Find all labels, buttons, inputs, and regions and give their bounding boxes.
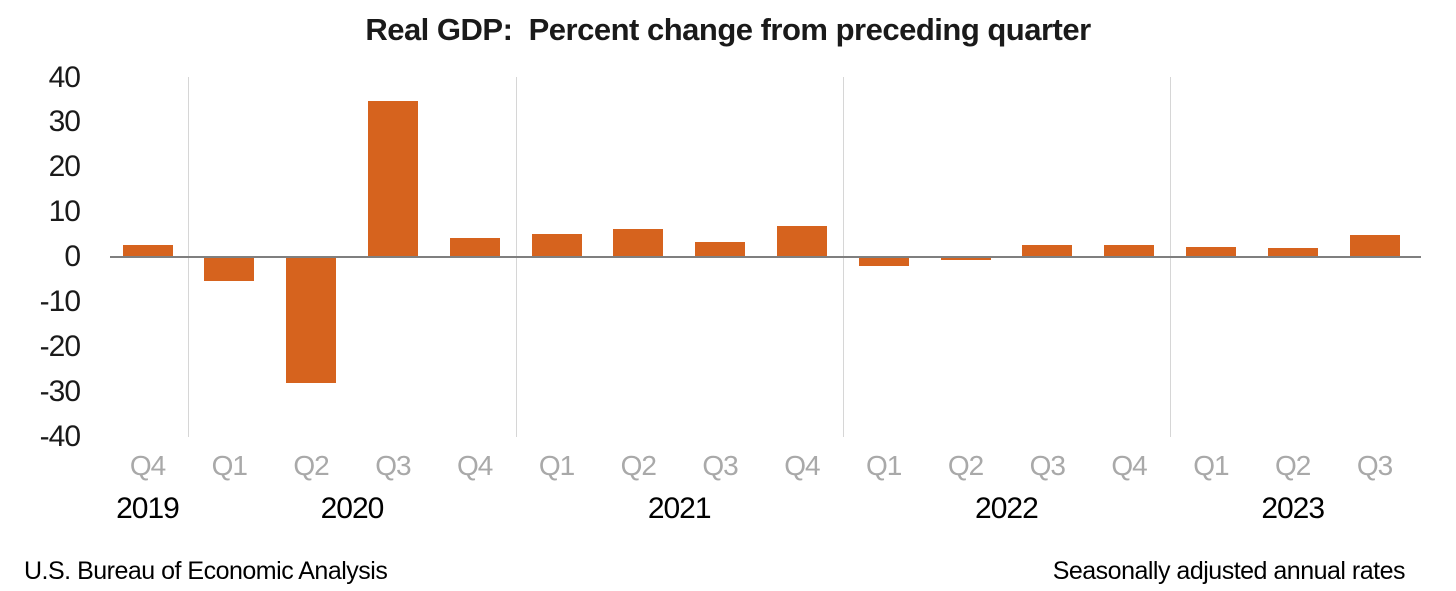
x-axis-quarter-label: Q3 bbox=[702, 450, 738, 481]
bar bbox=[531, 233, 582, 257]
y-axis-tick-label: 0 bbox=[64, 240, 81, 273]
x-axis-quarter-label: Q3 bbox=[375, 450, 411, 481]
x-axis-quarter-label: Q2 bbox=[293, 450, 329, 481]
x-axis-quarter-label: Q3 bbox=[1356, 450, 1393, 481]
x-axis-year-label: 2021 bbox=[647, 492, 712, 525]
bar bbox=[1022, 244, 1073, 257]
bar bbox=[204, 257, 255, 281]
x-axis-quarter-label: Q1 bbox=[538, 450, 575, 481]
bar bbox=[367, 100, 418, 257]
y-axis-tick-label: 30 bbox=[48, 105, 81, 139]
bar bbox=[1267, 247, 1318, 257]
x-axis-year-label: 2019 bbox=[116, 492, 180, 525]
bar bbox=[449, 238, 500, 257]
x-axis-quarter-label: Q4 bbox=[457, 450, 493, 481]
bar bbox=[858, 257, 909, 266]
chart-title: Real GDP: Percent change from preceding … bbox=[365, 12, 1091, 47]
x-axis-quarter-label: Q4 bbox=[129, 450, 166, 481]
x-axis-quarter-label: Q4 bbox=[1111, 450, 1147, 481]
zero-axis-line bbox=[110, 256, 1421, 258]
bar bbox=[695, 242, 746, 257]
x-axis-quarter-label: Q2 bbox=[620, 450, 657, 481]
x-axis-quarter-label: Q2 bbox=[1275, 450, 1311, 481]
y-axis-tick-label: 40 bbox=[48, 60, 81, 94]
x-axis-year-label: 2022 bbox=[975, 492, 1039, 525]
x-axis-quarter-label: Q3 bbox=[1029, 450, 1066, 481]
y-axis-tick-label: -10 bbox=[39, 284, 81, 318]
bar bbox=[613, 229, 664, 257]
bar bbox=[122, 245, 173, 257]
source-note: U.S. Bureau of Economic Analysis bbox=[24, 557, 388, 585]
x-axis-year-label: 2020 bbox=[320, 492, 385, 525]
y-axis-tick-label: 20 bbox=[48, 150, 81, 184]
x-axis-quarter-label: Q1 bbox=[866, 450, 902, 481]
y-axis-tick-label: 10 bbox=[48, 195, 81, 229]
bar bbox=[286, 257, 337, 383]
x-axis-year-label: 2023 bbox=[1261, 492, 1325, 525]
bar bbox=[1104, 245, 1155, 257]
x-axis-quarter-label: Q4 bbox=[784, 450, 820, 481]
bar bbox=[1185, 247, 1236, 257]
y-axis-tick-label: -30 bbox=[39, 374, 81, 408]
unit-note: Seasonally adjusted annual rates bbox=[1052, 557, 1406, 585]
y-axis-tick-label: -40 bbox=[39, 419, 81, 453]
bar bbox=[1349, 235, 1400, 257]
bar bbox=[940, 257, 991, 260]
y-axis-tick-label: -20 bbox=[39, 329, 81, 363]
bar bbox=[776, 225, 827, 257]
x-axis-quarter-label: Q2 bbox=[947, 450, 984, 481]
x-axis-quarter-label: Q1 bbox=[1193, 450, 1229, 481]
x-axis-quarter-label: Q1 bbox=[211, 450, 248, 481]
